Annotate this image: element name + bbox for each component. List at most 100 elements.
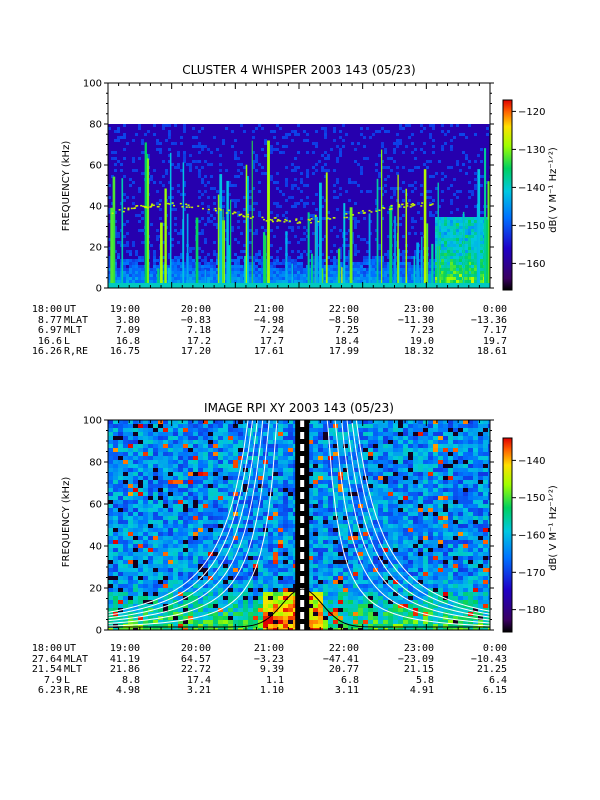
cell — [188, 488, 193, 492]
cell — [312, 277, 315, 280]
cell — [378, 268, 381, 271]
cell — [173, 572, 178, 576]
cell — [408, 184, 411, 187]
cell — [173, 424, 178, 428]
cell — [459, 220, 462, 223]
cell — [255, 232, 258, 235]
cell — [450, 241, 453, 244]
cell — [399, 271, 402, 274]
cell — [168, 456, 173, 460]
cell — [297, 271, 300, 274]
cell — [228, 520, 233, 524]
cell — [118, 496, 123, 500]
cell — [189, 247, 192, 250]
cell — [258, 456, 263, 460]
cell — [143, 524, 148, 528]
cell — [465, 244, 468, 247]
cell — [143, 596, 148, 600]
cell — [468, 262, 471, 265]
cell — [141, 259, 144, 262]
cell — [188, 468, 193, 472]
cell — [203, 540, 208, 544]
cell — [201, 145, 204, 148]
cell — [213, 512, 218, 516]
cell — [273, 420, 278, 424]
cell — [216, 259, 219, 262]
cell — [126, 232, 129, 235]
cell — [288, 572, 293, 576]
cell — [252, 256, 255, 259]
cell — [159, 181, 162, 184]
cell — [203, 628, 208, 630]
cell — [114, 277, 117, 280]
cell — [208, 520, 213, 524]
cell — [208, 616, 213, 620]
cell — [438, 235, 441, 238]
cell — [453, 274, 456, 277]
cell — [288, 568, 293, 572]
cell — [308, 440, 313, 444]
cell — [153, 452, 158, 456]
cell — [435, 247, 438, 250]
cell — [158, 488, 163, 492]
cell — [276, 172, 279, 175]
cell — [333, 127, 336, 130]
cell — [198, 572, 203, 576]
cell — [453, 259, 456, 262]
cell — [243, 536, 248, 540]
cell — [203, 452, 208, 456]
cell — [138, 480, 143, 484]
cell — [308, 532, 313, 536]
cell — [288, 440, 293, 444]
emission-dot — [310, 221, 313, 224]
cell — [123, 560, 128, 564]
cell — [213, 448, 218, 452]
cell — [315, 208, 318, 211]
burst — [267, 140, 270, 288]
cell — [283, 516, 288, 520]
cell — [208, 480, 213, 484]
cell — [138, 580, 143, 584]
cell — [198, 232, 201, 235]
cell — [233, 456, 238, 460]
cell — [153, 492, 158, 496]
cell — [133, 624, 138, 628]
cell — [123, 564, 128, 568]
cell — [207, 211, 210, 214]
cell — [459, 262, 462, 265]
cell — [399, 127, 402, 130]
cell — [174, 166, 177, 169]
cell — [233, 568, 238, 572]
cell — [210, 151, 213, 154]
cell — [198, 265, 201, 268]
cell — [113, 444, 118, 448]
cell — [297, 256, 300, 259]
cell — [268, 460, 273, 464]
cell — [114, 235, 117, 238]
cell — [193, 452, 198, 456]
cell — [414, 268, 417, 271]
cell — [474, 223, 477, 226]
cell — [255, 259, 258, 262]
cell — [201, 268, 204, 271]
cell — [255, 268, 258, 271]
cell — [238, 608, 243, 612]
cell — [429, 133, 432, 136]
cell — [258, 524, 263, 528]
cell — [177, 232, 180, 235]
cell — [237, 214, 240, 217]
cell — [268, 568, 273, 572]
cell — [178, 588, 183, 592]
cell — [188, 580, 193, 584]
cell — [188, 548, 193, 552]
cell — [213, 508, 218, 512]
cell — [248, 580, 253, 584]
cell — [465, 235, 468, 238]
cell — [435, 250, 438, 253]
cell — [253, 472, 258, 476]
cell — [128, 480, 133, 484]
y-tick-label: 0 — [96, 284, 102, 295]
cell — [248, 480, 253, 484]
cell — [201, 259, 204, 262]
cell — [278, 628, 283, 630]
